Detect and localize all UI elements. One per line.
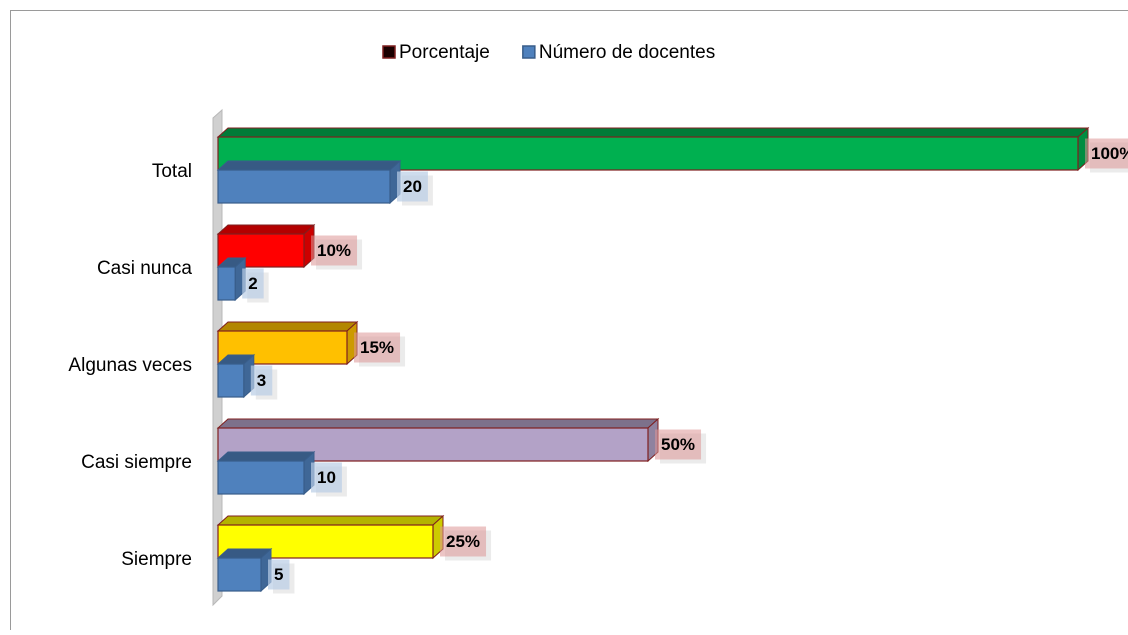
legend-swatch	[383, 46, 395, 58]
bar-top	[218, 516, 443, 525]
bar-front	[218, 461, 304, 494]
data-label: 3	[257, 371, 266, 390]
data-label: 15%	[360, 338, 394, 357]
y-tick-label: Casi nunca	[97, 258, 192, 279]
bar	[218, 258, 245, 300]
bar-top	[218, 419, 658, 428]
data-label: 25%	[446, 532, 480, 551]
bar-top	[218, 225, 314, 234]
data-label: 100%	[1091, 144, 1128, 163]
bar-top	[218, 322, 357, 331]
y-tick-label: Total	[152, 161, 192, 182]
bar-top	[218, 128, 1088, 137]
legend-swatch	[523, 46, 535, 58]
chart-border	[11, 11, 1128, 631]
y-tick-label: Algunas veces	[68, 355, 192, 376]
bar-front	[218, 170, 390, 203]
bar-front	[218, 558, 261, 591]
data-label: 10	[317, 468, 336, 487]
bar	[218, 161, 400, 203]
data-label: 10%	[317, 241, 351, 260]
bar	[218, 452, 314, 494]
legend-label: Número de docentes	[539, 42, 715, 63]
data-label: 20	[403, 177, 422, 196]
bar-front	[218, 267, 235, 300]
y-tick-label: Casi siempre	[81, 452, 192, 473]
data-label: 5	[274, 565, 283, 584]
bar-front	[218, 364, 244, 397]
data-label: 2	[248, 274, 257, 293]
bar	[218, 355, 254, 397]
bar	[218, 549, 271, 591]
data-label: 50%	[661, 435, 695, 454]
legend-label: Porcentaje	[399, 42, 490, 63]
legend: Porcentaje Número de docentes	[383, 42, 715, 63]
bar-top	[218, 452, 314, 461]
y-tick-label: Siempre	[121, 549, 192, 570]
bar-top	[218, 161, 400, 170]
